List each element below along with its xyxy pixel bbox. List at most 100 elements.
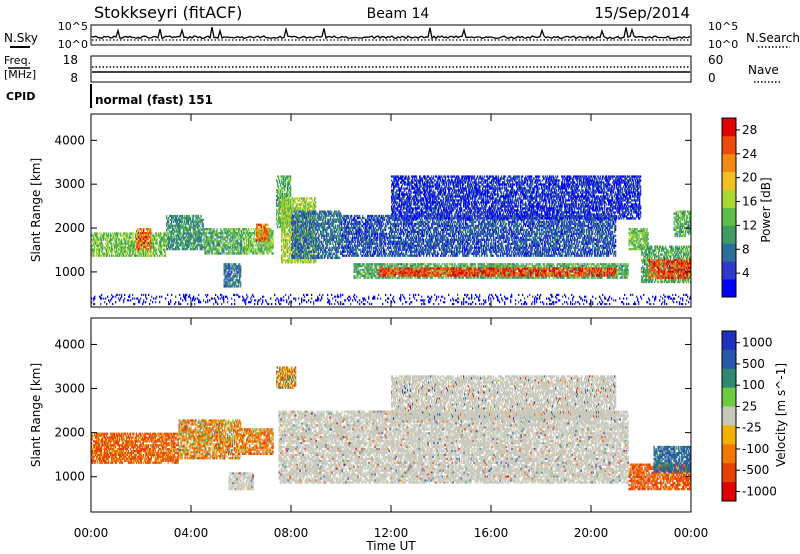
power-cell [172,219,173,221]
power-cell [116,240,117,242]
power-cell [272,232,273,234]
power-cell [230,238,231,240]
power-cell [280,183,281,185]
power-cell [322,221,323,223]
power-cell [296,233,297,235]
power-cell [287,211,288,213]
power-cell [287,249,288,251]
power-cell [336,231,337,233]
power-cell [325,219,326,221]
power-cell [362,221,363,223]
power-cell [295,251,296,253]
power-cell [301,227,302,229]
power-cell [264,239,265,241]
power-cell [130,253,131,255]
power-cell [368,221,369,223]
power-cell [341,225,342,227]
power-cell [377,243,378,245]
power-cell [200,223,201,225]
power-cell [305,223,306,225]
power-cell [101,232,102,234]
power-cell [367,249,368,251]
power-cell [385,255,386,257]
power-cell [224,273,225,275]
power-cell [204,244,205,246]
power-cell [292,227,293,229]
power-cell [379,249,380,251]
freq-unit: [MHz] [4,68,36,81]
power-cell [281,249,282,251]
power-cell [320,245,321,247]
power-cell [382,221,383,223]
power-cell [289,241,290,243]
power-cell [294,257,295,259]
power-cell [378,247,379,249]
power-cell [309,247,310,249]
power-cell [150,232,151,234]
power-cell [137,228,138,230]
power-cell [339,225,340,227]
power-cell [117,234,118,236]
power-cell [160,234,161,236]
power-cell [229,283,230,285]
power-cell [217,234,218,236]
power-cell [305,255,306,257]
power-cell [368,255,369,257]
power-cell [312,233,313,235]
power-cell [254,230,255,232]
power-cell [266,242,267,244]
power-cell [391,249,392,251]
power-cell [318,249,319,251]
power-cell [234,285,235,287]
power-cell [366,227,367,229]
power-cell [290,179,291,181]
power-cell [293,247,294,249]
power-cell [113,234,114,236]
power-cell [256,242,257,244]
power-cell [285,225,286,227]
power-cell [250,246,251,248]
power-cell [283,237,284,239]
power-cell [353,241,354,243]
power-cell [375,253,376,255]
power-cell [252,242,253,244]
power-cell [279,181,280,183]
power-cell [333,217,334,219]
power-cell [286,221,287,223]
power-cell [155,247,156,249]
power-cell [215,246,216,248]
power-cell [190,246,191,248]
power-cell [204,230,205,232]
power-cell [123,253,124,255]
power-cell [292,253,293,255]
power-cell [228,250,229,252]
power-cell [208,238,209,240]
power-cell [236,248,237,250]
power-cell [331,211,332,213]
power-cell [339,237,340,239]
power-cell [139,236,140,238]
power-cell [227,244,228,246]
power-cell [315,201,316,203]
power-cell [377,237,378,239]
power-cell [272,252,273,254]
power-cell [140,232,141,234]
power-cell [106,232,107,234]
power-cell [237,238,238,240]
power-cell [133,236,134,238]
power-cell [132,238,133,240]
power-cell [309,211,310,213]
power-cell [257,252,258,254]
power-cell [239,279,240,281]
power-cell [276,209,277,211]
power-cell [226,240,227,242]
power-cell [145,234,146,236]
power-cell [381,223,382,225]
power-cell [119,238,120,240]
power-cell [230,230,231,232]
power-cell [231,240,232,242]
power-cell [304,211,305,213]
power-cell [332,257,333,259]
power-cell [121,238,122,240]
power-cell [352,229,353,231]
